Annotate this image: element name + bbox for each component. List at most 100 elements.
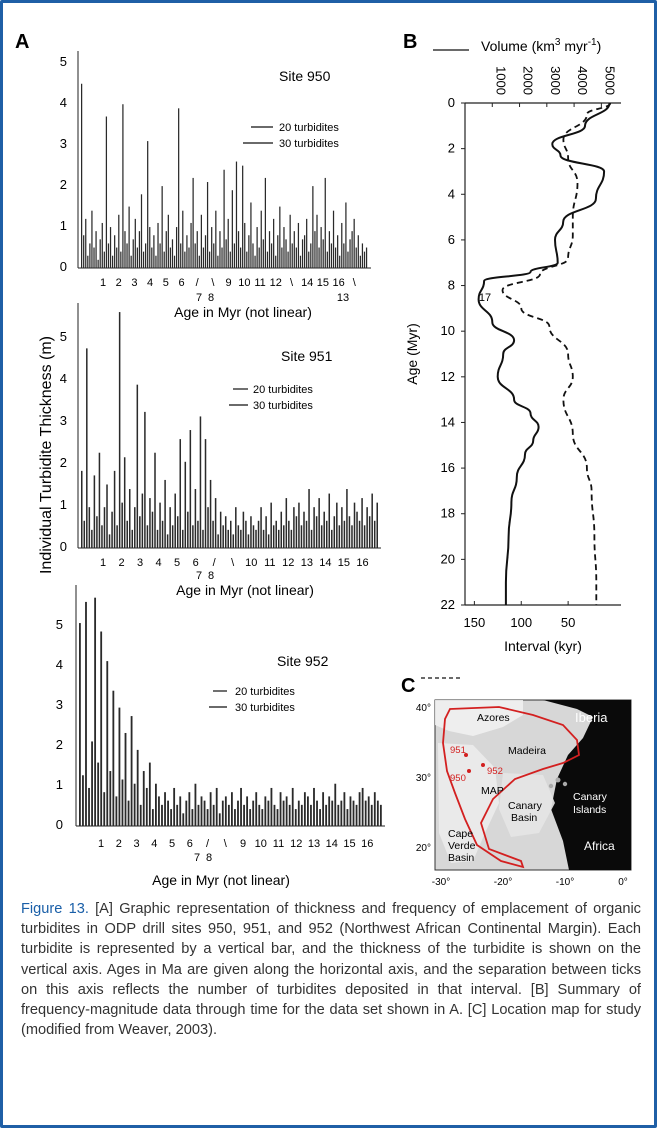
age-tick-label: 10	[441, 323, 455, 338]
turbidite-bar	[364, 800, 367, 826]
y-tick-label: 3	[60, 413, 67, 428]
turbidite-bar	[295, 516, 298, 548]
turbidite-bar	[224, 516, 227, 548]
turbidite-bar	[202, 529, 204, 548]
turbidite-bar	[132, 239, 134, 268]
turbidite-bar	[184, 461, 187, 548]
turbidite-bar	[235, 161, 238, 268]
x-tick-label: 8	[208, 292, 214, 304]
turbidite-bar	[348, 516, 351, 548]
turbidite-bar	[279, 206, 281, 268]
turbidite-bar	[303, 511, 305, 548]
turbidite-bar	[320, 227, 322, 268]
age-tick-label: 14	[441, 414, 455, 429]
turbidite-bar	[81, 470, 83, 548]
age-tick-label: 8	[448, 278, 455, 293]
location-map: Azores Iberia Madeira 951 950 952 MAP Ca…	[434, 699, 632, 871]
panel-b-ylabel: Age (Myr)	[404, 323, 420, 384]
turbidite-bar	[250, 202, 252, 268]
turbidite-bar	[332, 210, 335, 268]
turbidite-bar	[186, 235, 188, 268]
turbidite-bar	[219, 231, 221, 268]
label-madeira: Madeira	[508, 745, 546, 757]
age-tick-label: 16	[441, 460, 455, 475]
turbidite-bar	[293, 231, 295, 268]
turbidite-bar	[283, 525, 285, 548]
turbidite-bar	[151, 247, 153, 268]
turbidite-bar	[158, 796, 160, 826]
turbidite-bar	[242, 511, 245, 548]
turbidite-bar	[151, 511, 154, 548]
lat-tick: 30°	[416, 773, 431, 784]
turbidite-bar	[187, 511, 189, 548]
turbidite-bar	[237, 800, 239, 826]
turbidite-bar	[363, 525, 366, 548]
turbidite-bar	[231, 190, 233, 268]
turbidite-bar	[127, 800, 130, 826]
turbidite-bar	[363, 251, 366, 268]
turbidite-bar	[209, 479, 212, 548]
turbidite-bar	[368, 516, 371, 548]
turbidite-bar	[161, 804, 163, 826]
x-tick-label: \	[224, 838, 228, 850]
turbidite-bar	[336, 502, 338, 548]
site-950-plot: 0 1 2 3 4 5 Site 950 20 turbidites 30 tu…	[60, 51, 491, 320]
turbidite-bar	[270, 787, 273, 826]
turbidite-bar	[260, 507, 262, 548]
turbidite-bar	[247, 534, 250, 548]
turbidite-bar	[252, 800, 255, 826]
turbidite-bar	[91, 210, 93, 268]
turbidite-bar	[281, 247, 283, 268]
turbidite-bar	[219, 511, 222, 548]
turbidite-bar	[229, 251, 231, 268]
turbidite-bar	[178, 108, 180, 268]
turbidite-bar	[169, 507, 171, 548]
turbidite-bar	[313, 787, 315, 826]
turbidite-bar	[339, 255, 341, 268]
x-tick-label: 3	[137, 557, 143, 569]
turbidite-bar	[288, 804, 291, 826]
interval-tick-label: 100	[510, 615, 532, 630]
turbidite-bar	[79, 623, 81, 826]
turbidite-bar	[235, 507, 237, 548]
turbidite-bar	[146, 525, 149, 548]
turbidite-bar	[171, 525, 174, 548]
turbidite-bar	[227, 218, 229, 268]
turbidite-bar	[197, 804, 200, 826]
turbidite-bar	[370, 804, 373, 826]
turbidite-bar	[262, 239, 264, 268]
turbidite-bar	[166, 534, 169, 548]
y-tick-label: 2	[60, 455, 67, 470]
turbidite-bar	[155, 783, 157, 826]
turbidite-bar	[300, 804, 303, 826]
turbidite-bar	[156, 529, 159, 548]
turbidite-bar	[212, 520, 214, 548]
lon-tick: 0°	[618, 877, 628, 888]
turbidite-bar	[343, 520, 346, 548]
turbidite-bar	[361, 787, 364, 826]
label-cape-1: Cape	[448, 828, 473, 840]
site-951-plot: 0 1 2 3 4 5 Site 951 20 turbidites 30 tu…	[60, 303, 381, 598]
site-951-title: Site 951	[281, 348, 333, 364]
turbidite-bar	[121, 779, 124, 826]
turbidite-bar	[173, 255, 176, 268]
turbidite-bar	[145, 243, 147, 268]
y-tick-label: 4	[60, 95, 67, 110]
legend-30: 30 turbidites	[253, 400, 313, 412]
turbidite-bar	[188, 247, 190, 268]
site-950-y-ticks: 0 1 2 3 4 5	[60, 54, 67, 274]
turbidite-bar	[136, 247, 138, 268]
turbidite-bar	[371, 493, 373, 548]
turbidite-bar	[85, 218, 87, 268]
turbidite-bar	[291, 243, 293, 268]
turbidite-bar	[373, 792, 376, 826]
turbidite-bar	[353, 502, 356, 548]
lon-tick: -30°	[432, 877, 450, 888]
turbidite-bar	[101, 222, 103, 268]
turbidite-bar	[213, 243, 215, 268]
turbidite-bar	[139, 804, 142, 826]
turbidite-bar	[215, 787, 218, 826]
x-tick-label: 13	[308, 838, 320, 850]
legend-30: 30 turbidites	[235, 702, 295, 714]
x-tick-label: \	[231, 557, 235, 569]
